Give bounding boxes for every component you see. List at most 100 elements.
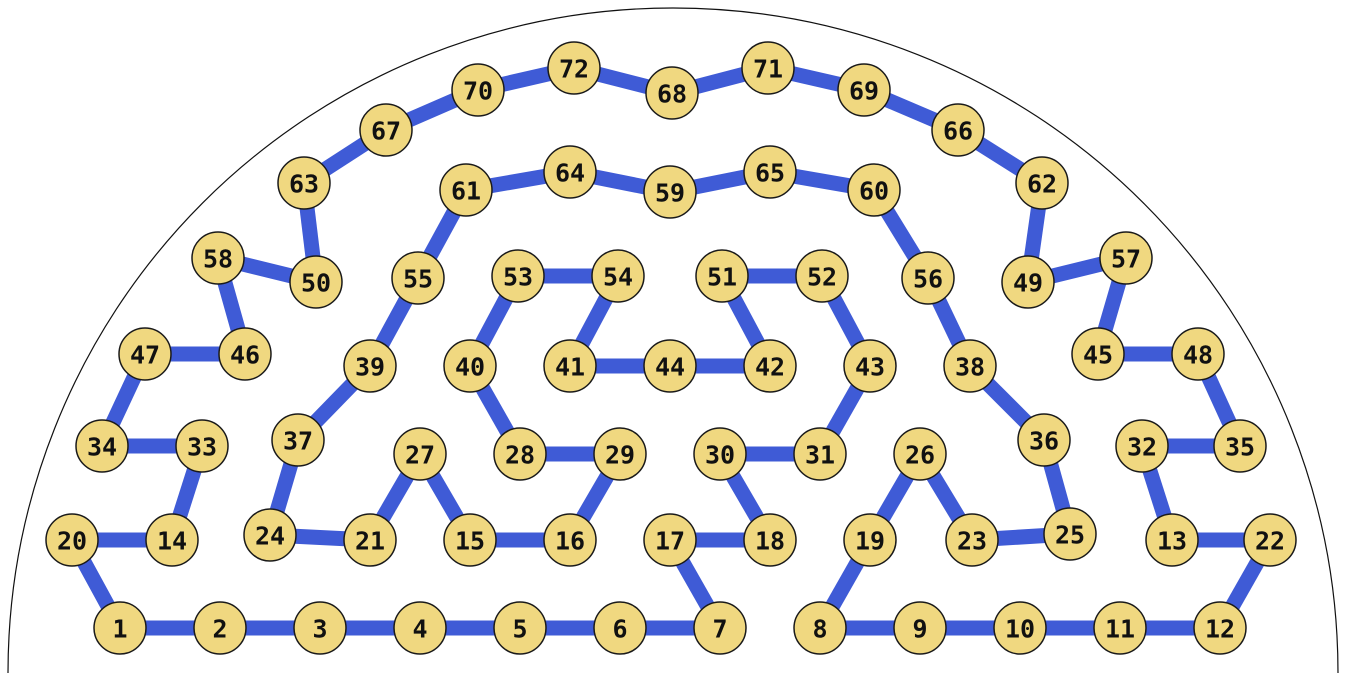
node-label: 8 <box>812 615 827 644</box>
node-label: 1 <box>112 615 127 644</box>
node-label: 52 <box>807 263 837 292</box>
node-8: 8 <box>793 601 847 655</box>
node-circle <box>543 513 597 567</box>
node-circle <box>277 156 331 210</box>
node-circle <box>1001 255 1055 309</box>
node-12: 12 <box>1193 601 1247 655</box>
node-38: 38 <box>943 339 997 393</box>
node-label: 37 <box>283 427 313 456</box>
node-label: 32 <box>1127 433 1157 462</box>
node-circle <box>693 427 747 481</box>
node-circle <box>271 413 325 467</box>
node-circle <box>843 339 897 393</box>
node-43: 43 <box>843 339 897 393</box>
node-label: 35 <box>1225 433 1255 462</box>
node-31: 31 <box>793 427 847 481</box>
node-41: 41 <box>543 339 597 393</box>
node-57: 57 <box>1099 231 1153 285</box>
node-label: 49 <box>1013 269 1043 298</box>
node-label: 50 <box>301 269 331 298</box>
node-circle <box>191 231 245 285</box>
node-label: 27 <box>405 441 435 470</box>
node-label: 51 <box>707 263 737 292</box>
node-64: 64 <box>543 145 597 199</box>
node-44: 44 <box>643 339 697 393</box>
node-circle <box>743 339 797 393</box>
node-56: 56 <box>901 251 955 305</box>
node-25: 25 <box>1043 507 1097 561</box>
node-label: 2 <box>212 615 227 644</box>
node-label: 36 <box>1029 427 1059 456</box>
node-66: 66 <box>931 103 985 157</box>
node-70: 70 <box>451 63 505 117</box>
node-label: 24 <box>255 522 285 551</box>
node-circle <box>643 339 697 393</box>
node-circle <box>1093 601 1147 655</box>
node-circle <box>93 601 147 655</box>
node-label: 43 <box>855 353 885 382</box>
node-circle <box>145 513 199 567</box>
node-28: 28 <box>493 427 547 481</box>
node-circle <box>793 427 847 481</box>
node-17: 17 <box>643 513 697 567</box>
node-label: 57 <box>1111 245 1141 274</box>
node-label: 11 <box>1105 615 1135 644</box>
node-circle <box>1017 413 1071 467</box>
node-label: 23 <box>957 527 987 556</box>
node-circle <box>493 601 547 655</box>
node-33: 33 <box>175 419 229 473</box>
node-label: 33 <box>187 433 217 462</box>
node-label: 3 <box>312 615 327 644</box>
node-circle <box>993 601 1047 655</box>
node-6: 6 <box>593 601 647 655</box>
node-label: 59 <box>655 179 685 208</box>
node-label: 39 <box>355 353 385 382</box>
node-1: 1 <box>93 601 147 655</box>
node-circle <box>289 255 343 309</box>
node-label: 47 <box>130 341 160 370</box>
node-37: 37 <box>271 413 325 467</box>
node-circle <box>75 419 129 473</box>
node-circle <box>593 427 647 481</box>
node-circle <box>931 103 985 157</box>
node-circle <box>45 513 99 567</box>
node-circle <box>1015 156 1069 210</box>
node-45: 45 <box>1071 327 1125 381</box>
node-label: 5 <box>512 615 527 644</box>
node-circle <box>218 327 272 381</box>
node-40: 40 <box>443 339 497 393</box>
node-9: 9 <box>893 601 947 655</box>
node-67: 67 <box>359 103 413 157</box>
node-label: 46 <box>230 341 260 370</box>
node-circle <box>243 508 297 562</box>
node-label: 62 <box>1027 170 1057 199</box>
node-label: 21 <box>355 527 385 556</box>
node-label: 15 <box>455 527 485 556</box>
node-circle <box>1071 327 1125 381</box>
node-label: 71 <box>753 55 783 84</box>
node-label: 17 <box>655 527 685 556</box>
node-label: 12 <box>1205 615 1235 644</box>
node-label: 67 <box>371 117 401 146</box>
node-label: 70 <box>463 77 493 106</box>
node-circle <box>837 63 891 117</box>
node-58: 58 <box>191 231 245 285</box>
node-2: 2 <box>193 601 247 655</box>
node-71: 71 <box>741 41 795 95</box>
node-label: 69 <box>849 77 879 106</box>
node-39: 39 <box>343 339 397 393</box>
node-circle <box>1193 601 1247 655</box>
node-label: 54 <box>603 263 633 292</box>
node-60: 60 <box>847 163 901 217</box>
node-55: 55 <box>391 251 445 305</box>
node-21: 21 <box>343 513 397 567</box>
node-18: 18 <box>743 513 797 567</box>
node-label: 38 <box>955 353 985 382</box>
node-19: 19 <box>843 513 897 567</box>
node-30: 30 <box>693 427 747 481</box>
node-62: 62 <box>1015 156 1069 210</box>
node-circle <box>439 163 493 217</box>
node-13: 13 <box>1145 513 1199 567</box>
